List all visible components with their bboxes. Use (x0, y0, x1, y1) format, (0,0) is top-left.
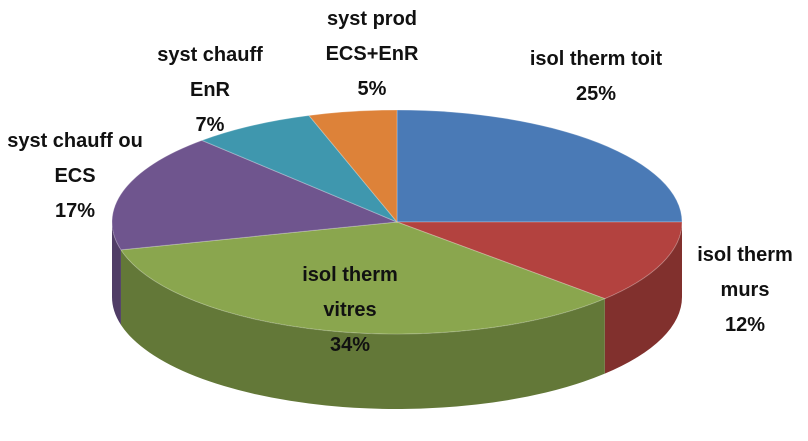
category-label: isol therm murs (697, 244, 793, 301)
slice-side (604, 222, 682, 374)
data-label: syst chauff ou ECS 17% (0, 124, 150, 229)
percent-label: 25% (575, 83, 617, 105)
data-label: isol therm murs 12% (680, 238, 808, 343)
pie-slice (307, 109, 398, 224)
pie-slice (396, 221, 683, 374)
percent-label: 12% (724, 314, 766, 336)
pie-slice (200, 114, 398, 223)
percent-label: 34% (329, 334, 371, 356)
slice-top (200, 114, 398, 223)
pie-slice (396, 109, 683, 223)
slice-side (120, 249, 605, 410)
data-label: syst chauff EnR 7% (145, 38, 275, 143)
slice-top (307, 109, 398, 224)
data-label: isol therm toit 25% (521, 42, 671, 112)
category-label: syst prod ECS+EnR (325, 8, 419, 65)
category-label: syst chauff ou ECS (7, 130, 143, 187)
pie-slice (111, 139, 398, 325)
slice-top (396, 109, 683, 223)
category-label: isol therm vitres (302, 264, 398, 321)
slice-side (112, 222, 121, 325)
category-label: isol therm toit (529, 48, 663, 70)
pie-slice (120, 221, 607, 410)
percent-label: 7% (195, 114, 225, 136)
slice-top (396, 221, 683, 300)
percent-label: 17% (54, 200, 96, 222)
category-label: syst chauff EnR (157, 44, 263, 101)
data-label: syst prod ECS+EnR 5% (307, 2, 437, 107)
slice-top (111, 139, 398, 251)
percent-label: 5% (357, 78, 387, 100)
data-label: isol therm vitres 34% (275, 258, 425, 363)
slice-top (120, 221, 607, 335)
